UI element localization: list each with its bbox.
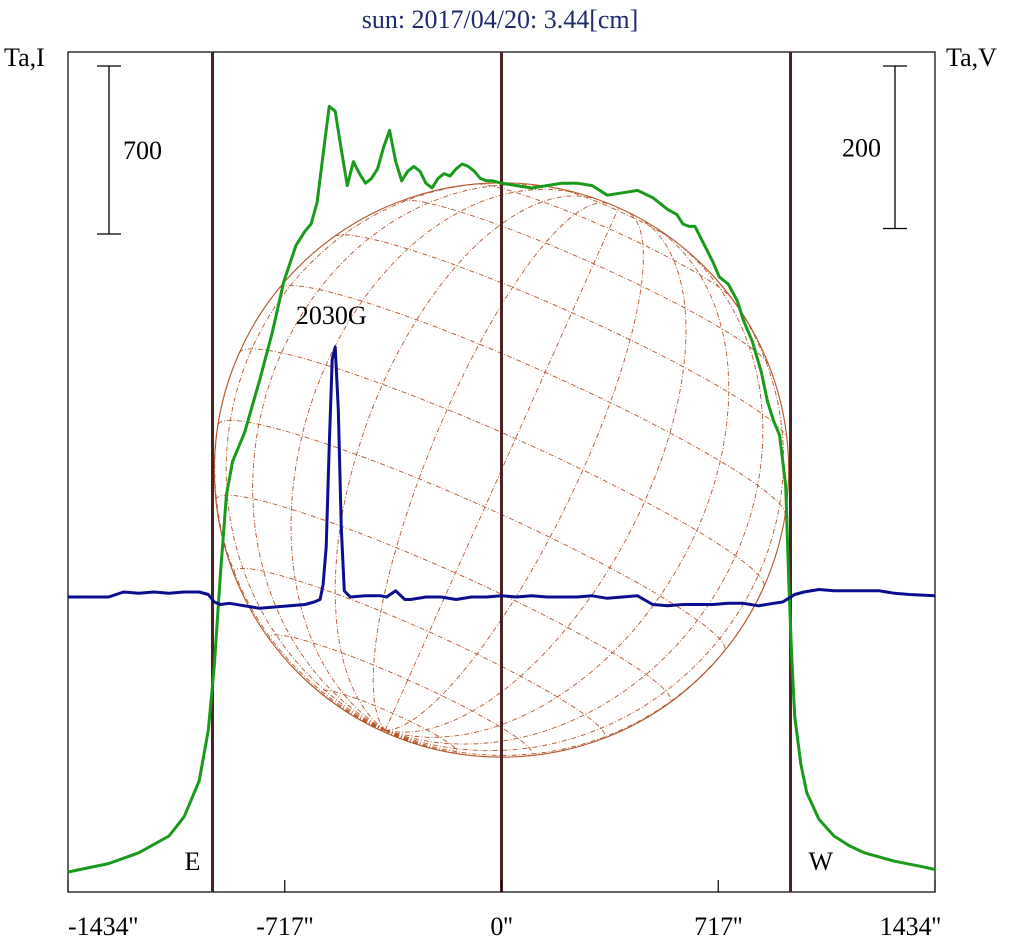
longitude-line [384, 729, 399, 739]
longitude-line [214, 352, 386, 731]
longitude-line [385, 285, 784, 752]
x-axis: -1434'' -717'' 0'' 717'' 1434'' [67, 880, 941, 941]
latitude-line [217, 419, 726, 651]
longitude-line [290, 188, 579, 731]
scale-bar-label: 700 [123, 136, 162, 165]
latitude-line [238, 348, 765, 588]
x-tick-label: 0'' [490, 912, 512, 941]
latitude-line [269, 634, 533, 757]
annotation-label: 2030G [296, 301, 367, 330]
scale-bar-left: 700 [97, 65, 162, 235]
latitude-line [477, 183, 731, 298]
longitude-line [385, 212, 644, 731]
longitude-line [252, 184, 557, 731]
annotations: 2030G [296, 301, 367, 330]
series-layer [67, 104, 936, 874]
y-axis-left-label: Ta,I [4, 43, 45, 72]
longitude-line [385, 586, 765, 756]
scale-bars: 700 200 [97, 65, 907, 235]
x-tick-label: -1434'' [68, 912, 138, 941]
x-tick-label: 1434'' [880, 912, 941, 941]
longitude-line [385, 227, 730, 738]
y-axis-right-label: Ta,V [946, 43, 997, 72]
longitude-line [383, 730, 386, 733]
chart-title: sun: 2017/04/20: 3.44[cm] [362, 5, 639, 34]
series-line-V [68, 345, 936, 610]
scale-bar-right: 200 [842, 65, 907, 230]
longitude-line [385, 729, 434, 750]
longitude-line [334, 195, 598, 731]
longitude-line [384, 729, 392, 736]
longitude-line [384, 207, 619, 731]
longitude-line [372, 202, 608, 731]
longitude-line [225, 182, 492, 731]
longitude-line [385, 217, 687, 733]
longitude-line [338, 706, 386, 731]
longitude-line [385, 240, 764, 745]
limb-label: W [809, 847, 834, 876]
longitude-line [290, 664, 386, 731]
scale-bar-label: 200 [842, 133, 881, 162]
solar-disk [213, 182, 790, 758]
limb-label: E [185, 847, 201, 876]
x-tick-label: 717'' [694, 912, 742, 941]
x-tick-label: -717'' [256, 912, 313, 941]
series-line-I [67, 104, 936, 874]
